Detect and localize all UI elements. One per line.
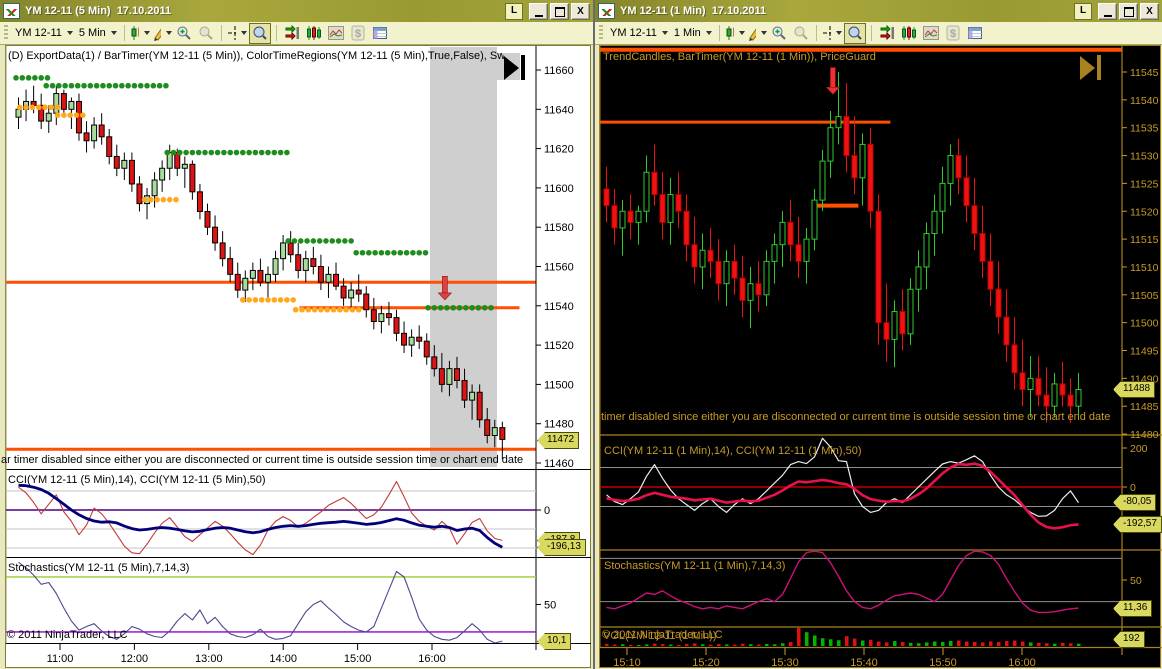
window-title: YM 12-11 (5 Min) 17.10.2011 [25, 5, 172, 17]
pointer-tool-button[interactable] [248, 22, 271, 44]
dollar-icon: $ [946, 25, 960, 41]
zoom-out-button[interactable] [196, 24, 216, 43]
chart-style-dropdown[interactable] [130, 24, 150, 43]
session-time-region [430, 47, 497, 467]
account-data-button[interactable]: $ [943, 24, 963, 43]
chevron-down-icon [110, 31, 117, 35]
titlebar-5min[interactable]: YM 12-11 (5 Min) 17.10.2011 L X [0, 0, 593, 22]
chevron-down-icon [835, 31, 842, 35]
maximize-button[interactable] [550, 2, 569, 20]
chart-panel-button[interactable] [326, 24, 346, 43]
bars-type-button[interactable] [899, 24, 919, 43]
pencil-icon [748, 28, 756, 41]
chevron-down-icon [165, 31, 172, 35]
toolbar-grip[interactable] [599, 25, 603, 41]
separator [815, 25, 817, 41]
separator [220, 25, 222, 41]
window-title: YM 12-11 (1 Min) 17.10.2011 [620, 5, 767, 17]
toolbar-grip[interactable] [4, 25, 8, 41]
crosshair-dropdown[interactable] [227, 24, 247, 43]
zoom-in-icon [772, 26, 786, 40]
svg-text:$: $ [355, 28, 361, 40]
chevron-down-icon [705, 31, 712, 35]
chevron-down-icon [760, 31, 767, 35]
chart-trader-button[interactable] [282, 24, 302, 43]
instrument-dropdown[interactable]: YM 12-11 [607, 26, 671, 40]
app-chart-icon [3, 3, 20, 19]
price-chart-area-5min[interactable] [5, 45, 591, 668]
account-data-button[interactable]: $ [348, 24, 368, 43]
data-grid-button[interactable] [965, 24, 985, 43]
zoom-out-button[interactable] [791, 24, 811, 43]
grid-icon [372, 27, 387, 39]
grid-icon [967, 27, 982, 39]
chevron-down-icon [143, 31, 150, 35]
link-button[interactable]: L [505, 2, 523, 20]
toolbar-1min: YM 12-11 1 Min $ [595, 22, 1162, 45]
draw-tool-dropdown[interactable] [152, 24, 172, 43]
bars-type-button[interactable] [304, 24, 324, 43]
pencil-icon [153, 28, 161, 41]
close-button[interactable]: X [1140, 2, 1159, 20]
crosshair-icon [227, 26, 236, 40]
chart-trader-icon [285, 25, 299, 41]
pointer-tool-button[interactable] [843, 22, 866, 44]
separator [718, 25, 720, 41]
crosshair-dropdown[interactable] [822, 24, 842, 43]
instrument-dropdown[interactable]: YM 12-11 [12, 26, 76, 40]
line-chart-icon [327, 26, 344, 40]
chart-style-dropdown[interactable] [725, 24, 745, 43]
zoom-out-icon [794, 26, 808, 40]
crosshair-icon [822, 26, 831, 40]
chart-trader-icon [880, 25, 894, 41]
go-to-end-block[interactable] [486, 53, 520, 80]
zoom-in-button[interactable] [174, 24, 194, 43]
close-button[interactable]: X [571, 2, 590, 20]
magnifier-icon [253, 26, 267, 40]
chart-trader-button[interactable] [877, 24, 897, 43]
minimize-button[interactable] [529, 2, 548, 20]
price-chart-area-1min[interactable] [599, 45, 1161, 668]
chart-panel-button[interactable] [921, 24, 941, 43]
magnifier-icon [848, 26, 862, 40]
svg-text:$: $ [950, 28, 956, 40]
zoom-in-icon [177, 26, 191, 40]
minimize-button[interactable] [1098, 2, 1117, 20]
app-chart-icon [598, 3, 615, 19]
toolbar-5min: YM 12-11 5 Min $ [0, 22, 593, 45]
ohlc-bars-icon [901, 26, 916, 40]
candles-icon [726, 26, 734, 40]
separator [123, 25, 125, 41]
data-grid-button[interactable] [370, 24, 390, 43]
separator [275, 25, 277, 41]
line-chart-icon [922, 26, 939, 40]
candles-icon [131, 26, 139, 40]
interval-dropdown[interactable]: 1 Min [671, 26, 715, 40]
zoom-out-icon [199, 26, 213, 40]
maximize-button[interactable] [1119, 2, 1138, 20]
dollar-icon: $ [351, 25, 365, 41]
titlebar-1min[interactable]: YM 12-11 (1 Min) 17.10.2011 L X [595, 0, 1162, 22]
draw-tool-dropdown[interactable] [747, 24, 767, 43]
chevron-down-icon [66, 31, 73, 35]
chevron-down-icon [738, 31, 745, 35]
chevron-down-icon [661, 31, 668, 35]
link-button[interactable]: L [1074, 2, 1092, 20]
chart-window-1min: YM 12-11 (1 Min) 17.10.2011 L X YM 12-11… [595, 0, 1162, 669]
separator [870, 25, 872, 41]
zoom-in-button[interactable] [769, 24, 789, 43]
chart-window-5min: YM 12-11 (5 Min) 17.10.2011 L X YM 12-11… [0, 0, 593, 669]
chevron-down-icon [240, 31, 247, 35]
interval-dropdown[interactable]: 5 Min [76, 26, 120, 40]
ohlc-bars-icon [306, 26, 321, 40]
